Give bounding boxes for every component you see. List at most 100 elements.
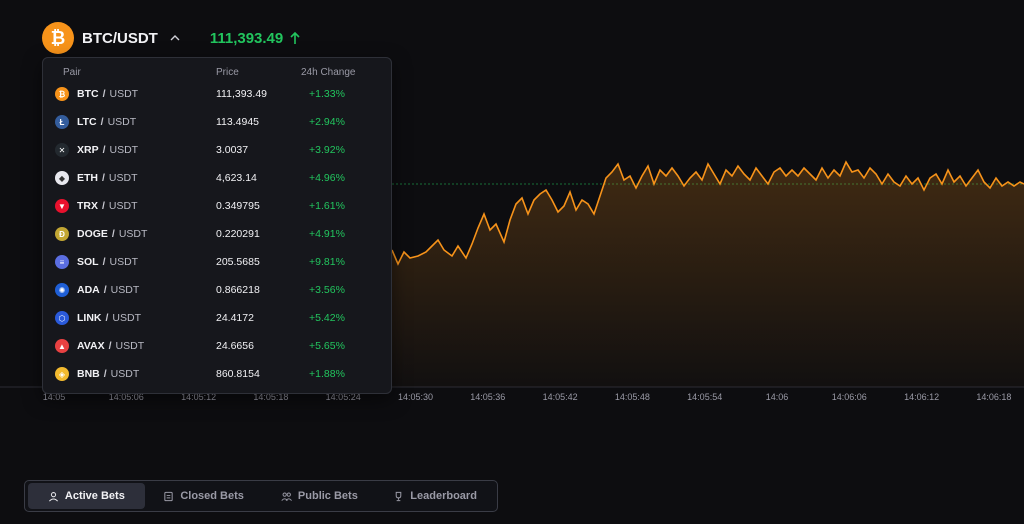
header-pair: Pair [63,67,81,78]
x-tick-label: 14:05 [43,392,66,402]
pair-change: +1.33% [309,88,345,100]
pair-price: 111,393.49 [216,88,267,100]
chart-price-line [391,160,1024,266]
pair-separator: / [102,144,106,156]
pair-row-sol[interactable]: ≡ SOL / USDT 205.5685 +9.81% [43,248,391,276]
pair-quote: USDT [115,340,145,352]
pair-cell: Ð DOGE / USDT [55,227,147,241]
litecoin-icon: Ł [55,115,69,129]
pair-cell: Ł LTC / USDT [55,115,136,129]
user-icon [48,491,58,501]
pair-price: 24.4172 [216,312,254,324]
pair-list: ₿ BTC / USDT 111,393.49 +1.33% Ł LTC / USDT 113.49… [43,80,391,388]
pair-header[interactable]: ₿ BTC/USDT 111,393.49 [42,22,301,54]
bnb-icon: ◈ [55,367,69,381]
pair-base: BTC [77,88,99,100]
pair-base: LTC [77,116,97,128]
pair-row-avax[interactable]: ▲ AVAX / USDT 24.6656 +5.65% [43,332,391,360]
tab-closed-bets[interactable]: Closed Bets [145,483,263,509]
pair-row-ada[interactable]: ✺ ADA / USDT 0.866218 +3.56% [43,276,391,304]
cardano-icon: ✺ [55,283,69,297]
x-tick-label: 14:06 [766,392,789,402]
pair-row-ltc[interactable]: Ł LTC / USDT 113.4945 +2.94% [43,108,391,136]
pair-quote: USDT [112,312,142,324]
pair-quote: USDT [110,368,140,380]
tab-label: Leaderboard [410,490,477,502]
pair-change: +5.42% [309,312,345,324]
x-tick-label: 14:06:06 [832,392,867,402]
pair-change: +4.96% [309,172,345,184]
x-tick-label: 14:05:54 [687,392,722,402]
ethereum-icon: ◆ [55,171,69,185]
pair-separator: / [102,200,105,212]
pair-cell: ≡ SOL / USDT [55,255,138,269]
xrp-icon: ✕ [55,143,69,157]
tab-leaderboard[interactable]: Leaderboard [376,483,494,509]
pair-row-xrp[interactable]: ✕ XRP / USDT 3.0037 +3.92% [43,136,391,164]
pair-quote: USDT [109,88,139,100]
trophy-icon [396,491,402,501]
pair-change: +9.81% [309,256,345,268]
pair-change: +3.56% [309,284,345,296]
x-tick-label: 14:05:24 [326,392,361,402]
price-chart[interactable]: 14:05 14:05:06 14:05:12 14:05:18 14:05:24 14:… [0,0,1024,410]
pair-cell: ✕ XRP / USDT [55,143,138,157]
pair-base: DOGE [77,228,108,240]
pair-row-link[interactable]: ⬡ LINK / USDT 24.4172 +5.42% [43,304,391,332]
pair-change: +4.91% [309,228,345,240]
pair-row-bnb[interactable]: ◈ BNB / USDT 860.8154 +1.88% [43,360,391,388]
chainlink-icon: ⬡ [55,311,69,325]
pair-price: 0.349795 [216,200,260,212]
x-tick-label: 14:05:48 [615,392,650,402]
pair-separator: / [102,88,106,100]
x-tick-label: 14:05:36 [470,392,505,402]
avalanche-icon: ▲ [55,339,69,353]
pair-cell: ₿ BTC / USDT [55,87,138,101]
x-tick-label: 14:05:12 [181,392,216,402]
dogecoin-icon: Ð [55,227,69,241]
pair-row-btc[interactable]: ₿ BTC / USDT 111,393.49 +1.33% [43,80,391,108]
tab-label: Public Bets [297,490,358,502]
pair-base: XRP [77,144,99,156]
pair-row-eth[interactable]: ◆ ETH / USDT 4,623.14 +4.96% [43,164,391,192]
pair-separator: / [111,228,115,240]
x-tick-label: 14:05:42 [543,392,578,402]
pair-base: BNB [77,368,100,380]
pair-separator: / [103,368,107,380]
pair-separator: / [105,312,109,324]
pair-price: 205.5685 [216,256,260,268]
pair-price: 3.0037 [216,144,249,156]
pair-separator: / [103,284,107,296]
pair-quote: USDT [108,200,138,212]
pair-price: 24.6656 [216,340,254,352]
pair-cell: ⬡ LINK / USDT [55,311,141,325]
bitcoin-icon: ₿ [55,87,69,101]
pair-selector-label[interactable]: BTC/USDT [82,29,158,47]
tab-active-bets[interactable]: Active Bets [28,483,145,509]
tab-label: Active Bets [64,490,125,502]
pair-quote: USDT [109,144,139,156]
bitcoin-icon: ₿ [42,22,74,54]
header-price: Price [216,67,239,78]
users-icon [281,492,292,501]
tab-label: Closed Bets [180,490,244,502]
bets-tabs: Active Bets Closed Bets Public Bets Lead… [24,480,498,512]
tab-public-bets[interactable]: Public Bets [263,483,377,509]
current-price: 111,393.49 [209,29,284,47]
pair-quote: USDT [107,116,137,128]
pair-base: ETH [77,172,98,184]
pair-row-doge[interactable]: Ð DOGE / USDT 0.220291 +4.91% [43,220,391,248]
pair-base: AVAX [77,340,105,352]
x-tick-label: 14:05:30 [398,392,433,402]
pair-change: +1.61% [309,200,345,212]
tron-icon: ▼ [55,199,69,213]
pair-base: LINK [77,312,102,324]
chevron-up-icon[interactable] [168,31,182,45]
x-tick-label: 14:05:06 [109,392,144,402]
pair-price: 4,623.14 [216,172,257,184]
x-tick-label: 14:06:18 [976,392,1011,402]
chart-area-fill [392,162,1024,387]
pair-row-trx[interactable]: ▼ TRX / USDT 0.349795 +1.61% [43,192,391,220]
pair-price: 860.8154 [216,368,260,380]
pair-change: +1.88% [309,368,345,380]
